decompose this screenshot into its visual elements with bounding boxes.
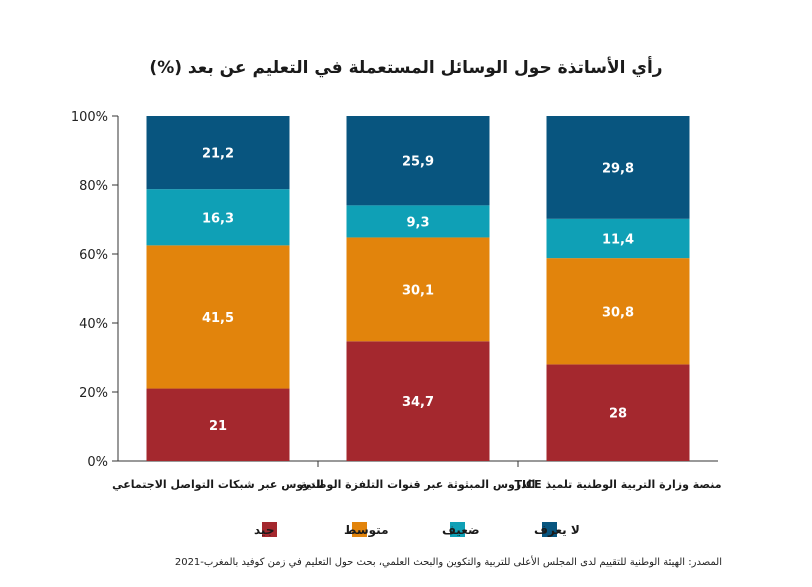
bar-segment [346,205,490,238]
bar-segment [346,341,490,461]
data-label: 30,8 [602,305,634,320]
data-label: 21,2 [202,147,234,162]
bar-segment [146,189,290,246]
data-label: 25,9 [402,155,434,170]
bar-segment [546,258,690,365]
data-label: 16,3 [202,211,234,226]
legend-label: جيد [254,523,274,537]
category-label: الدروس المبثوثة عبر قنوات التلفزة الوطني… [301,478,536,491]
bar-segment [146,388,290,461]
data-label: 9,3 [406,215,429,230]
bars-layer: 21 41,5 16,3 21,2 الدروس عبر شبكات التواصل ا… [112,116,722,491]
chart-title: رأي الأساتذة حول الوسائل المستعملة في ال… [149,58,663,78]
bar-segment [346,116,490,206]
legend-swatch [542,522,557,537]
legend-swatch [352,522,367,537]
legend: جيد متوسط ضعيف لا يعرف [254,522,580,538]
legend-label: ضعيف [442,523,480,537]
bar-segment [346,237,490,342]
data-label: 34,7 [402,395,434,410]
y-tick-label: 0% [87,455,108,470]
data-label: 29,8 [602,161,634,176]
y-tick-label: 40% [79,317,108,332]
bar-segment [546,218,690,259]
bar-segment [146,245,290,389]
data-label: 21 [209,419,227,434]
source-note: المصدر: الهيئة الوطنية للتقييم لدى المجل… [174,557,722,568]
data-label: 11,4 [602,232,634,247]
category-label: الدروس عبر شبكات التواصل الاجتماعي [112,478,324,491]
bar-segment [146,116,290,190]
data-label: 28 [609,407,627,422]
y-tick-label: 60% [79,248,108,263]
bar-segment [546,364,690,461]
category-label: منصة وزارة التربية الوطنية تلميذ TICE [514,478,721,491]
legend-swatch [262,522,277,537]
y-tick-label: 80% [79,179,108,194]
legend-label: متوسط [344,523,389,538]
legend-swatch [450,522,465,537]
data-label: 41,5 [202,311,234,326]
data-label: 30,1 [402,283,434,298]
y-tick-label: 100% [71,110,108,125]
bar-segment [546,116,690,219]
legend-label: لا يعرف [534,523,580,537]
y-tick-label: 20% [79,386,108,401]
axis-layer: 0% 20% 40% 60% 80% 100% [71,110,718,470]
